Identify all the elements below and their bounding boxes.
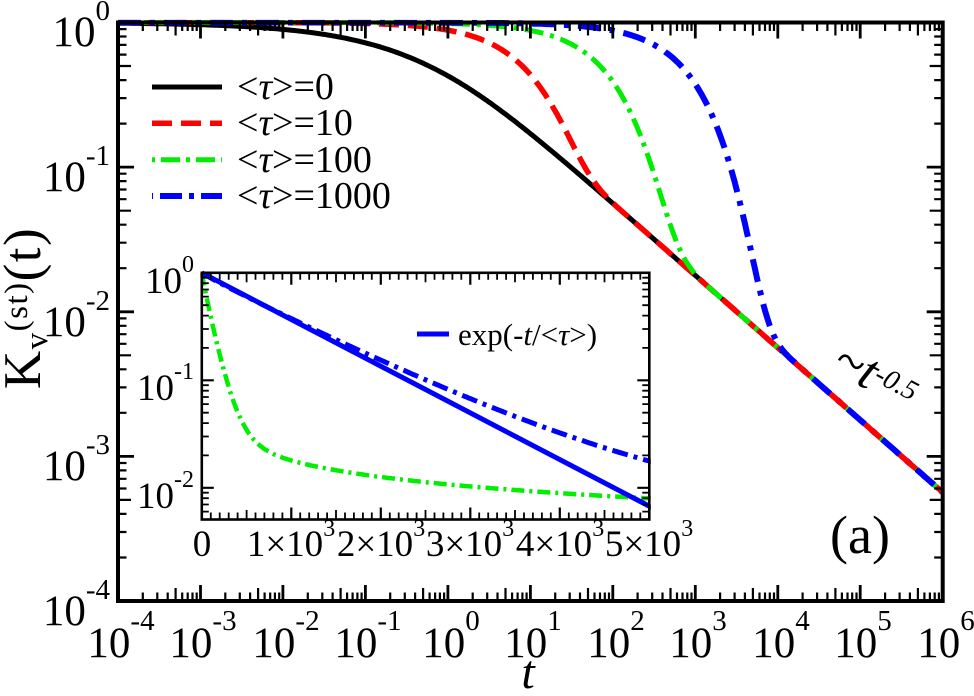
svg-text:<τ>=10: <τ>=10 [237,102,353,144]
svg-text:103: 103 [669,605,727,667]
svg-text:10-2: 10-2 [137,467,194,517]
svg-text:10-2: 10-2 [43,285,110,346]
svg-text:102: 102 [587,605,645,667]
svg-text:10-1: 10-1 [334,605,401,667]
svg-text:2×103: 2×103 [337,516,425,565]
svg-text:10-3: 10-3 [169,605,236,667]
svg-text:exp(-t/<τ>): exp(-t/<τ>) [458,317,597,352]
svg-text:<τ>=0: <τ>=0 [237,66,334,108]
svg-text:1×103: 1×103 [247,516,335,565]
svg-text:4×103: 4×103 [516,516,604,565]
svg-text:5×103: 5×103 [605,516,693,565]
svg-text:10-4: 10-4 [87,605,155,667]
svg-text:101: 101 [504,605,562,667]
svg-text:0: 0 [193,524,212,565]
svg-text:<τ>=100: <τ>=100 [237,139,372,181]
svg-text:(a): (a) [830,505,890,565]
svg-text:105: 105 [834,605,892,667]
svg-text:106: 106 [917,605,974,667]
svg-text:100: 100 [422,605,480,667]
svg-text:10-2: 10-2 [252,605,319,667]
svg-text:10-1: 10-1 [137,359,194,409]
svg-text:10-1: 10-1 [43,140,110,201]
svg-text:3×103: 3×103 [426,516,514,565]
svg-text:10-3: 10-3 [43,429,110,490]
svg-text:<τ>=1000: <τ>=1000 [237,175,391,217]
svg-text:104: 104 [752,605,810,667]
svg-text:100: 100 [53,0,111,56]
svg-text:~t-0.5: ~t-0.5 [824,330,928,421]
svg-text:100: 100 [145,252,194,302]
svg-text:t: t [521,646,536,696]
svg-text:Kv(st)(t): Kv(st)(t) [0,227,55,389]
